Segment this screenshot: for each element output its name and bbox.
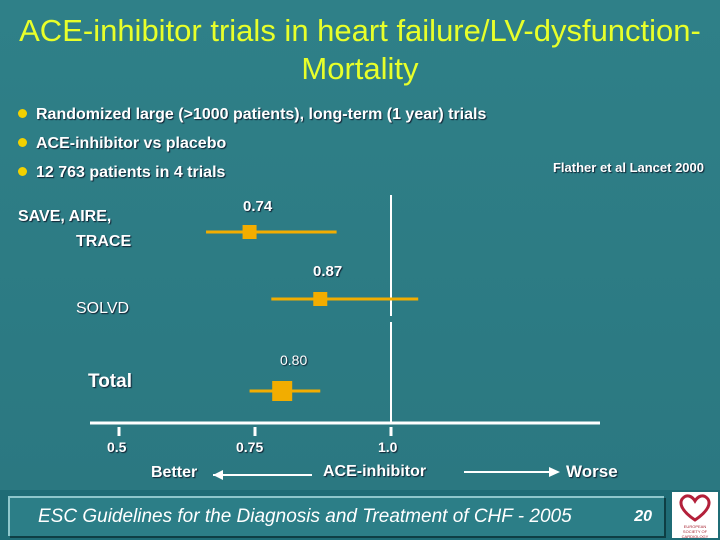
better-arrowhead	[213, 470, 223, 480]
worse-arrowhead	[549, 467, 560, 477]
bullet-item: ACE-inhibitor vs placebo	[18, 129, 486, 158]
axis-label-better: Better	[151, 464, 198, 481]
page-number: 20	[634, 508, 652, 525]
axis-label-center: ACE-inhibitor	[323, 463, 427, 480]
bullet-item: Randomized large (>1000 patients), long-…	[18, 100, 486, 129]
study-label-trace: TRACE	[76, 233, 132, 250]
bullet-list: Randomized large (>1000 patients), long-…	[18, 100, 486, 187]
esc-logo: EUROPEAN SOCIETY OF CARDIOLOGY	[672, 492, 718, 539]
bullet-dot-icon	[18, 167, 27, 176]
footer-text: ESC Guidelines for the Diagnosis and Tre…	[38, 506, 572, 527]
estimate-box	[242, 225, 257, 239]
study-label-solvd: SOLVD	[76, 300, 130, 317]
tick-label: 0.5	[107, 439, 127, 455]
study-label-save-aire: SAVE, AIRE,	[18, 208, 112, 225]
estimate-box	[272, 381, 293, 401]
bullet-dot-icon	[18, 138, 27, 147]
tick-label: 0.75	[236, 439, 264, 455]
estimate-box	[313, 292, 328, 306]
bullet-dot-icon	[18, 109, 27, 118]
estimate-label-total: 0.80	[280, 352, 308, 368]
footer-box: ESC Guidelines for the Diagnosis and Tre…	[8, 496, 664, 536]
forest-plot	[90, 195, 600, 480]
tick-label: 1.0	[378, 439, 398, 455]
heart-logo-icon	[679, 494, 711, 522]
logo-text: EUROPEAN SOCIETY OF CARDIOLOGY	[681, 524, 709, 539]
estimate-label-solvd: 0.87	[313, 263, 343, 280]
estimate-label-save: 0.74	[243, 198, 273, 215]
slide-title: ACE-inhibitor trials in heart failure/LV…	[19, 13, 701, 86]
footer: ESC Guidelines for the Diagnosis and Tre…	[0, 490, 720, 540]
slide: ACE-inhibitor trials in heart failure/LV…	[0, 0, 720, 490]
axis-label-worse: Worse	[566, 462, 618, 481]
citation: Flather et al Lancet 2000	[552, 160, 704, 175]
bullet-item: 12 763 patients in 4 trials	[18, 158, 486, 187]
study-label-total: Total	[88, 371, 132, 392]
